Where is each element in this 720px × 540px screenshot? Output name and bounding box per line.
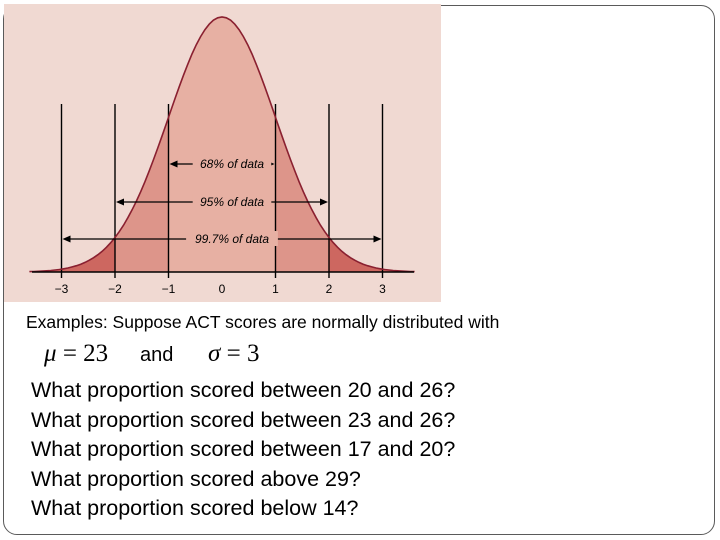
question-3: What proportion scored between 17 and 20… [31, 437, 456, 461]
bracket-label: 95% of data [200, 195, 264, 209]
bracket-label-background [192, 194, 272, 209]
arrow-right-icon [373, 235, 382, 243]
bracket-label-background [186, 231, 278, 246]
arrow-left-icon [169, 160, 178, 168]
tick-label: −3 [55, 282, 69, 296]
tick-label: 3 [379, 282, 386, 296]
arrow-right-icon [320, 198, 328, 206]
tick-label: −1 [162, 282, 176, 296]
example-intro-text: Examples: Suppose ACT scores are normall… [26, 312, 500, 332]
question-2: What proportion scored between 23 and 26… [31, 407, 456, 432]
normal-curve-figure: 68% of data 95% of data 99.7% of data −3 −2… [4, 4, 441, 302]
mu-equation: μ = 23 [44, 340, 108, 368]
sigma-value: = 3 [220, 340, 260, 367]
and-word: and [140, 344, 174, 366]
bracket-label: 68% of data [200, 157, 264, 171]
sigma-equation: σ = 3 [208, 340, 259, 368]
bell-curve-line [29, 16, 415, 273]
bracket-label: 99.7% of data [195, 232, 269, 246]
tick-label: 1 [272, 282, 279, 296]
question-5: What proportion scored below 14? [31, 496, 359, 520]
mu-value: = 23 [56, 340, 109, 367]
parameters-line: μ = 23 and σ = 3 [44, 340, 344, 372]
question-4: What proportion scored above 29? [31, 466, 361, 491]
arrow-left-icon [116, 198, 124, 206]
bracket-3-sigma: 99.7% of data [62, 231, 382, 246]
mu-symbol: μ [44, 340, 57, 367]
tick-label: 2 [326, 282, 333, 296]
question-list: What proportion scored between 20 and 26… [31, 376, 455, 524]
bracket-2-sigma: 95% of data [116, 194, 328, 209]
tick-label: 0 [219, 282, 226, 296]
arrow-left-icon [62, 235, 71, 243]
normal-curve-svg: 68% of data 95% of data 99.7% of data −3 −2… [4, 4, 441, 302]
sigma-symbol: σ [208, 340, 221, 367]
bracket-label-background [192, 156, 272, 171]
tick-label: −2 [108, 282, 122, 296]
question-1: What proportion scored between 20 and 26… [31, 378, 456, 402]
bracket-1-sigma: 68% of data [169, 156, 275, 171]
